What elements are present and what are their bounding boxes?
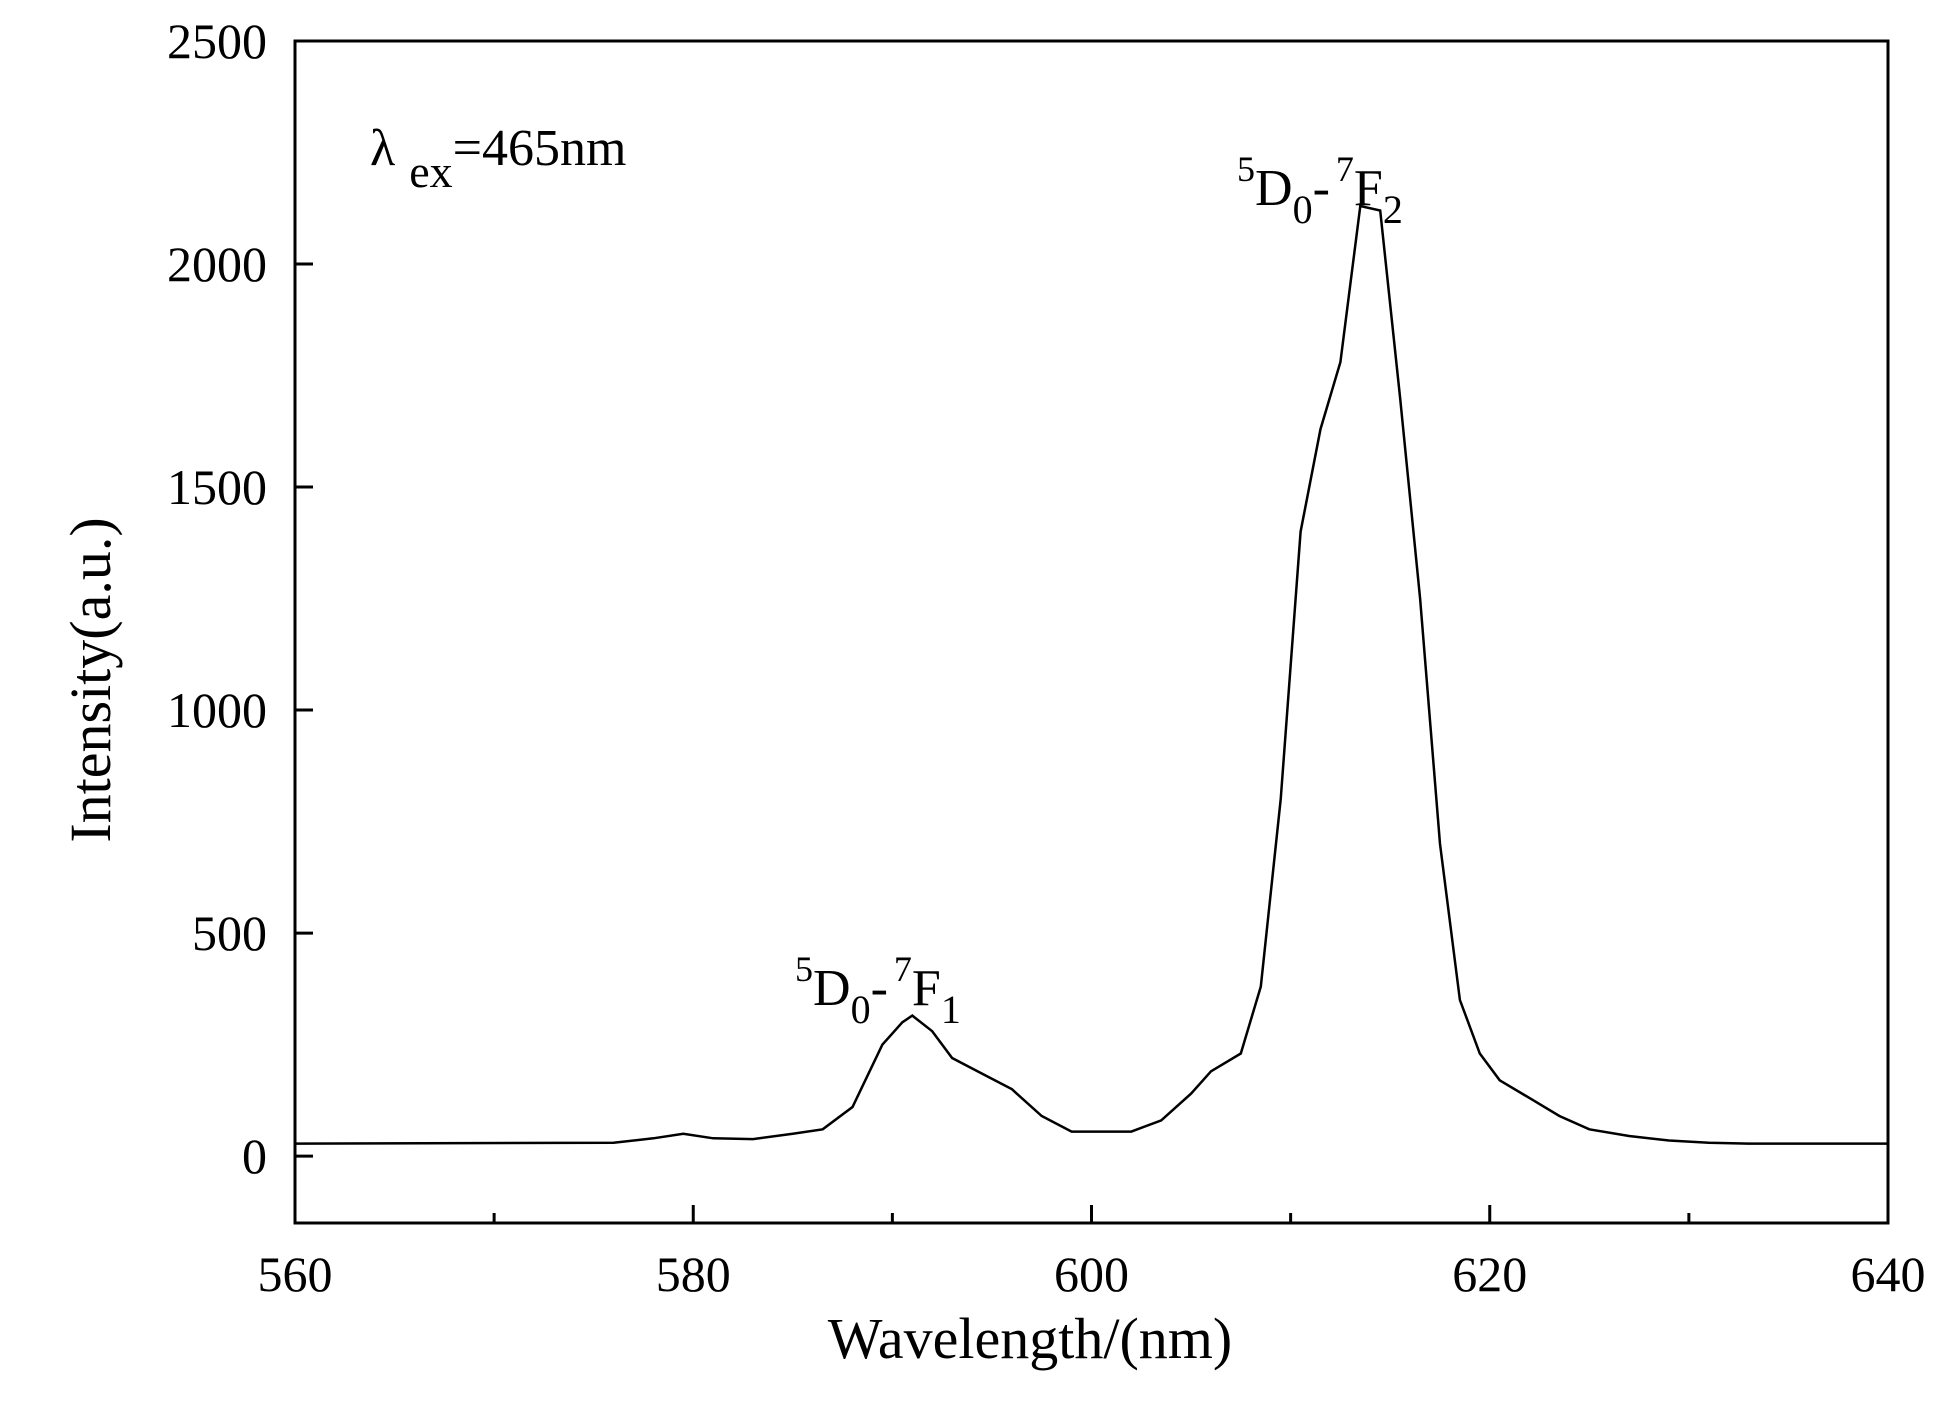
x-tick-label: 620: [1452, 1246, 1527, 1302]
plot-frame: [293, 39, 1890, 1225]
y-tick-label: 1000: [167, 682, 267, 738]
x-axis-label: Wavelength/(nm): [828, 1306, 1232, 1371]
x-tick-label: 580: [656, 1246, 731, 1302]
x-tick-label: 600: [1054, 1246, 1129, 1302]
y-tick-label: 0: [242, 1128, 267, 1184]
x-tick-label: 640: [1851, 1246, 1926, 1302]
series-line: [294, 204, 1888, 1145]
x-tick-label: 560: [258, 1246, 333, 1302]
y-tick-label: 500: [192, 905, 267, 961]
y-axis-label: Intensity(a.u.): [58, 517, 123, 842]
y-tick-label: 2000: [167, 236, 267, 292]
y-tick-label: 1500: [167, 459, 267, 515]
peak-label-5d0-7f1: 5D0- 7F1: [795, 949, 961, 1032]
excitation-annotation: λ ex=465nm: [370, 120, 626, 197]
peak-label-5d0-7f2: 5D0- 7F2: [1237, 149, 1403, 232]
y-tick-label: 2500: [167, 13, 267, 69]
